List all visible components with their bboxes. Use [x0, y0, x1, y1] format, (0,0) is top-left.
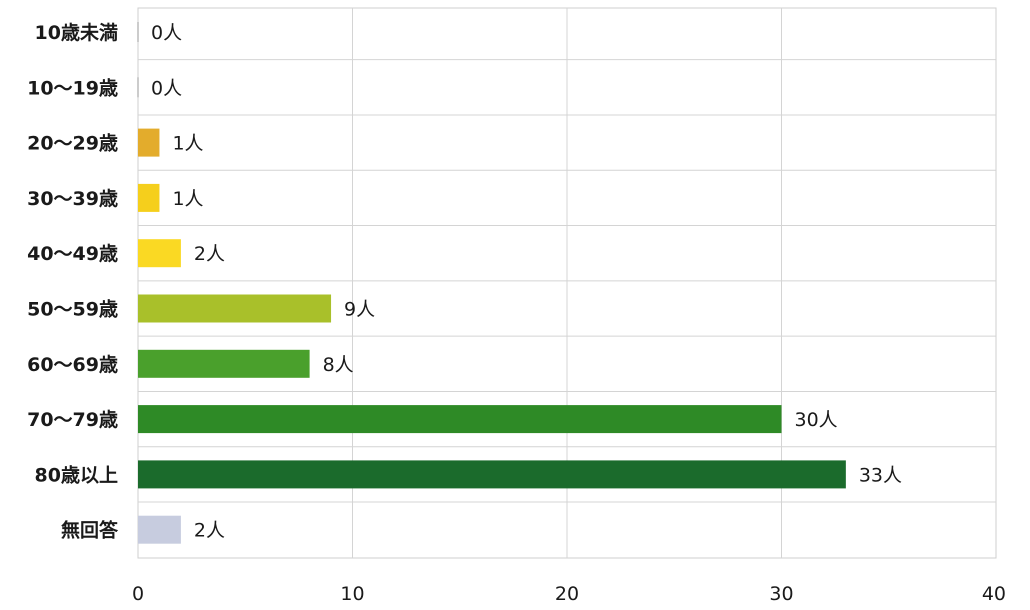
value-label: 0人 [151, 22, 182, 44]
bars [137, 22, 846, 544]
value-label: 9人 [344, 299, 375, 321]
category-label: 80歳以上 [35, 464, 118, 486]
value-label: 2人 [194, 520, 225, 542]
bar [138, 294, 332, 323]
category-label: 30～39歳 [27, 188, 118, 210]
category-label: 10～19歳 [27, 77, 118, 99]
x-tick-label: 30 [769, 583, 793, 605]
x-tick-label: 40 [982, 583, 1006, 605]
value-label: 8人 [323, 354, 354, 376]
category-label: 40～49歳 [27, 243, 118, 265]
value-label: 30人 [795, 409, 838, 431]
bar [137, 22, 139, 42]
bar [138, 183, 160, 212]
category-label: 70～79歳 [27, 409, 118, 431]
category-label: 無回答 [61, 519, 119, 542]
x-tick-label: 10 [340, 583, 364, 605]
value-label: 2人 [194, 243, 225, 265]
bar [137, 77, 139, 98]
category-label: 60～69歳 [27, 354, 118, 376]
x-tick-label: 0 [132, 583, 144, 605]
value-label: 0人 [151, 77, 182, 99]
value-label: 33人 [859, 464, 902, 486]
bar [138, 515, 181, 544]
category-label: 10歳未満 [35, 21, 118, 44]
bar [138, 349, 310, 378]
value-label: 1人 [172, 188, 203, 210]
x-tick-label: 20 [555, 583, 579, 605]
value-labels: 0人 0人 1人 1人 2人 9人 8人 30人 33人 2人 [151, 22, 902, 542]
value-label: 1人 [172, 133, 203, 155]
bar [138, 128, 160, 157]
bar [138, 460, 846, 489]
bar [138, 239, 181, 268]
x-tick-labels: 0 10 20 30 40 [132, 583, 1006, 605]
category-label: 50～59歳 [27, 299, 118, 321]
category-label: 20～29歳 [27, 133, 118, 155]
bar [138, 405, 782, 434]
category-labels: 10歳未満 10～19歳 20～29歳 30～39歳 40～49歳 50～59歳 60～69… [27, 21, 119, 542]
